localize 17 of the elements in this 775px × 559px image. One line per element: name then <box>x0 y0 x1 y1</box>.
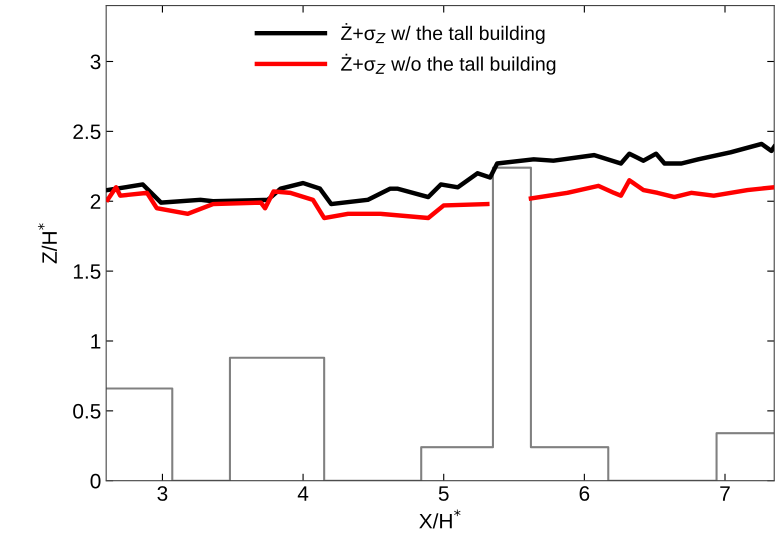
y-tick-label: 1.5 <box>74 264 100 279</box>
x-tick-label: 7 <box>720 486 730 501</box>
x-axis-title: X/H$^{*}$ <box>419 509 461 528</box>
x-tick-label: 4 <box>298 486 308 501</box>
y-tick-label: 2.5 <box>73 124 100 140</box>
x-tick-label: 3 <box>157 486 168 501</box>
legend-label: Ż+σ$_{Z}$ w/ the tall building <box>341 23 544 44</box>
y-tick-label: 2 <box>90 194 100 209</box>
y-tick-label: 3 <box>90 54 100 70</box>
line-series <box>106 142 774 206</box>
y-tick-label: 1 <box>91 334 100 349</box>
x-tick-label: 6 <box>580 486 590 501</box>
y-axis-title: Z/H$^{*}$ <box>38 223 57 264</box>
y-tick-label: 0.5 <box>73 404 100 419</box>
x-tick-label: 5 <box>438 486 449 501</box>
y-tick-label: 0 <box>90 474 100 488</box>
legend-label: Ż+σ$_{Z}$ w/o the tall building <box>341 54 556 75</box>
